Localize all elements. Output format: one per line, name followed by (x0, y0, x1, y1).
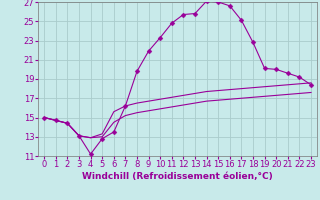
X-axis label: Windchill (Refroidissement éolien,°C): Windchill (Refroidissement éolien,°C) (82, 172, 273, 181)
